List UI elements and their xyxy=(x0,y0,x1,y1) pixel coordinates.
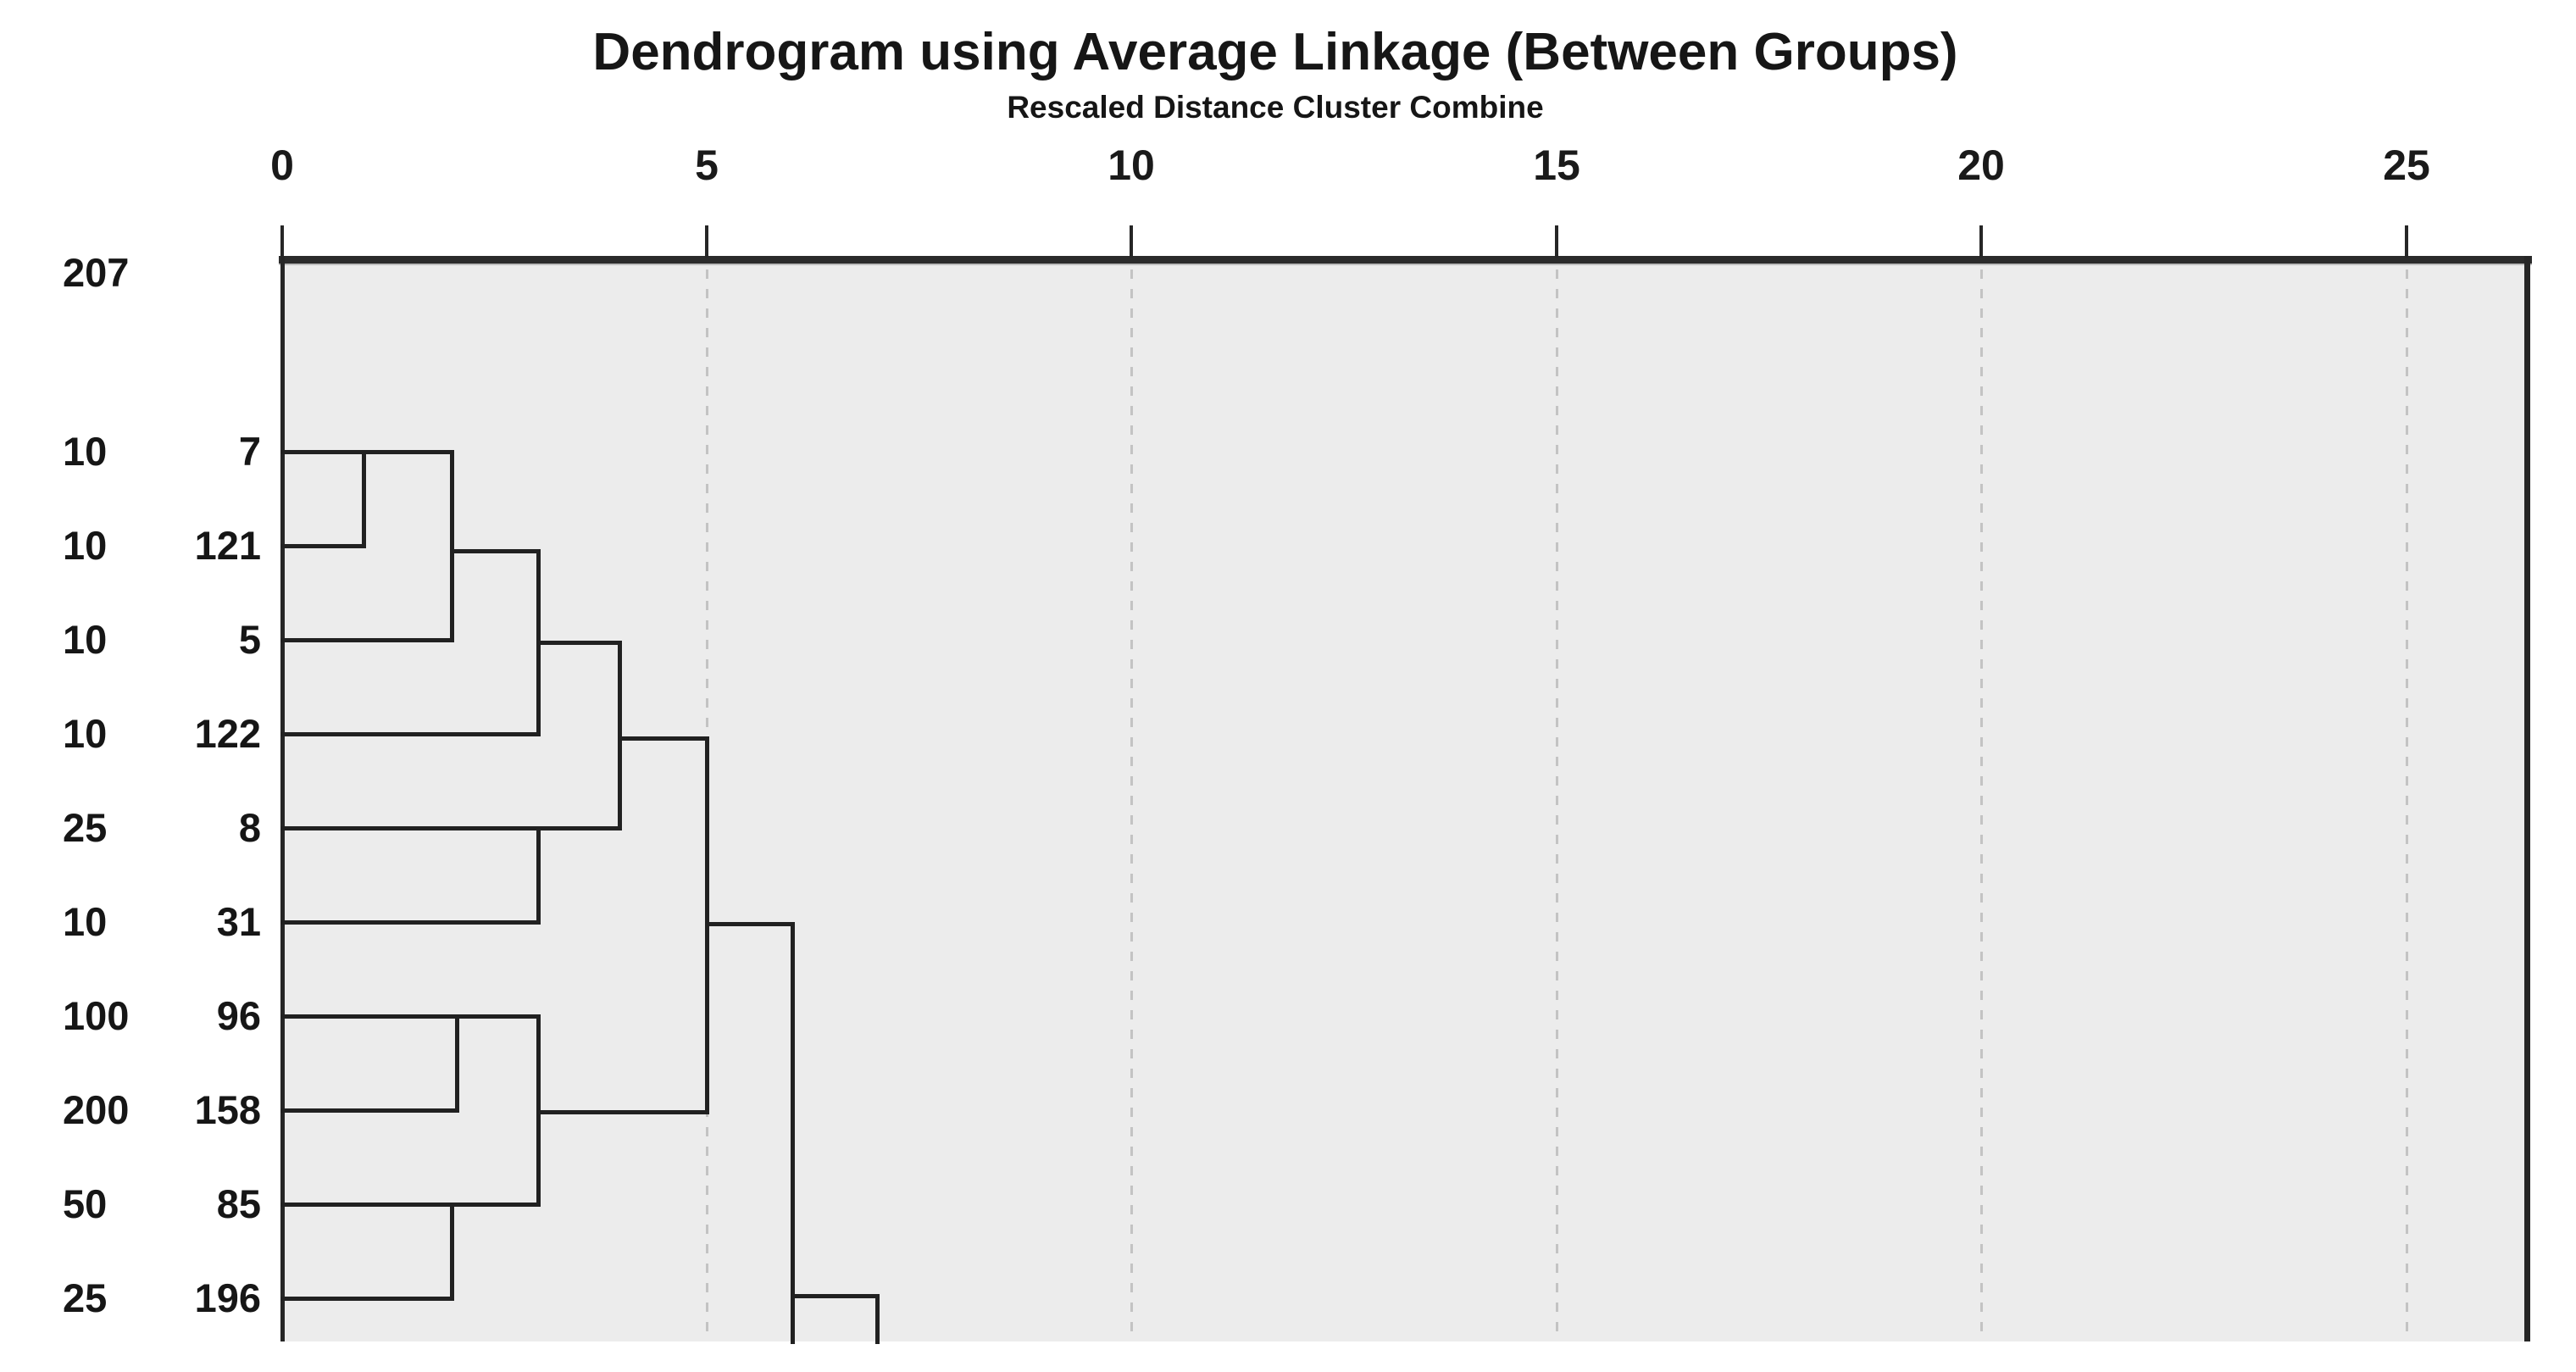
row-size-label: 207 xyxy=(63,250,130,295)
plot-border-top xyxy=(279,256,2532,265)
row-case-label: 96 xyxy=(216,993,261,1038)
row-case-label: 85 xyxy=(216,1181,261,1226)
gridline xyxy=(1556,269,1558,1341)
tree-h-segment xyxy=(280,732,541,736)
axis-tick-mark xyxy=(280,225,284,258)
axis-tick-mark xyxy=(1130,225,1133,258)
tree-h-segment xyxy=(791,1294,880,1298)
row-case-label: 122 xyxy=(194,711,261,756)
gridline xyxy=(2406,269,2408,1341)
tree-h-segment xyxy=(280,638,454,642)
tree-h-segment xyxy=(536,1110,709,1114)
axis-tick-label: 25 xyxy=(2383,142,2430,189)
tree-v-segment xyxy=(791,922,795,1344)
row-size-label: 200 xyxy=(63,1087,130,1132)
row-size-label: 10 xyxy=(63,429,108,474)
row-size-label: 10 xyxy=(63,523,108,568)
tree-v-segment xyxy=(618,641,622,830)
row-case-label: 7 xyxy=(238,429,261,474)
tree-h-segment xyxy=(618,736,709,741)
axis-tick-mark xyxy=(705,225,708,258)
axis-tick-label: 5 xyxy=(695,142,719,189)
axis-tick-label: 15 xyxy=(1533,142,1580,189)
gridline xyxy=(1980,269,1983,1341)
tree-h-segment xyxy=(280,450,454,454)
plot-border-right xyxy=(2524,256,2530,1341)
gridline xyxy=(1130,269,1133,1341)
plot-border-left xyxy=(280,256,285,1341)
tree-v-segment xyxy=(536,826,541,925)
tree-v-segment xyxy=(536,549,541,736)
tree-h-segment xyxy=(450,549,541,553)
tree-v-segment xyxy=(875,1294,880,1344)
row-size-label: 10 xyxy=(63,899,108,944)
row-size-label: 25 xyxy=(63,805,108,850)
tree-v-segment xyxy=(362,450,366,548)
tree-v-segment xyxy=(705,736,709,1114)
tree-h-segment xyxy=(705,922,795,926)
tree-h-segment xyxy=(536,641,622,645)
row-case-label: 196 xyxy=(194,1275,261,1320)
row-size-label: 10 xyxy=(63,711,108,756)
tree-h-segment xyxy=(280,1014,541,1019)
tree-v-segment xyxy=(455,1014,459,1113)
axis-tick-label: 0 xyxy=(270,142,294,189)
chart-subtitle: Rescaled Distance Cluster Combine xyxy=(1007,90,1544,125)
tree-h-segment xyxy=(280,544,366,548)
plot-area xyxy=(284,263,2524,1341)
tree-h-segment xyxy=(280,1297,454,1301)
axis-tick-label: 10 xyxy=(1108,142,1155,189)
row-case-label: 5 xyxy=(238,617,261,662)
row-case-label: 158 xyxy=(194,1087,261,1132)
chart-title: Dendrogram using Average Linkage (Betwee… xyxy=(592,23,1958,81)
row-case-label: 8 xyxy=(238,805,261,850)
tree-h-segment xyxy=(280,1203,541,1207)
row-case-label: 31 xyxy=(216,899,261,944)
row-case-label: 121 xyxy=(194,523,261,568)
tree-v-segment xyxy=(536,1014,541,1207)
axis-tick-mark xyxy=(2405,225,2408,258)
axis-tick-label: 20 xyxy=(1957,142,2005,189)
row-size-label: 10 xyxy=(63,617,108,662)
tree-v-segment xyxy=(450,1203,454,1301)
axis-tick-mark xyxy=(1979,225,1983,258)
axis-tick-mark xyxy=(1555,225,1558,258)
tree-h-segment xyxy=(280,1108,459,1113)
row-size-label: 50 xyxy=(63,1181,108,1226)
tree-h-segment xyxy=(280,826,622,830)
row-size-label: 25 xyxy=(63,1275,108,1320)
tree-v-segment xyxy=(450,450,454,642)
tree-h-segment xyxy=(280,920,541,925)
row-size-label: 100 xyxy=(63,993,130,1038)
